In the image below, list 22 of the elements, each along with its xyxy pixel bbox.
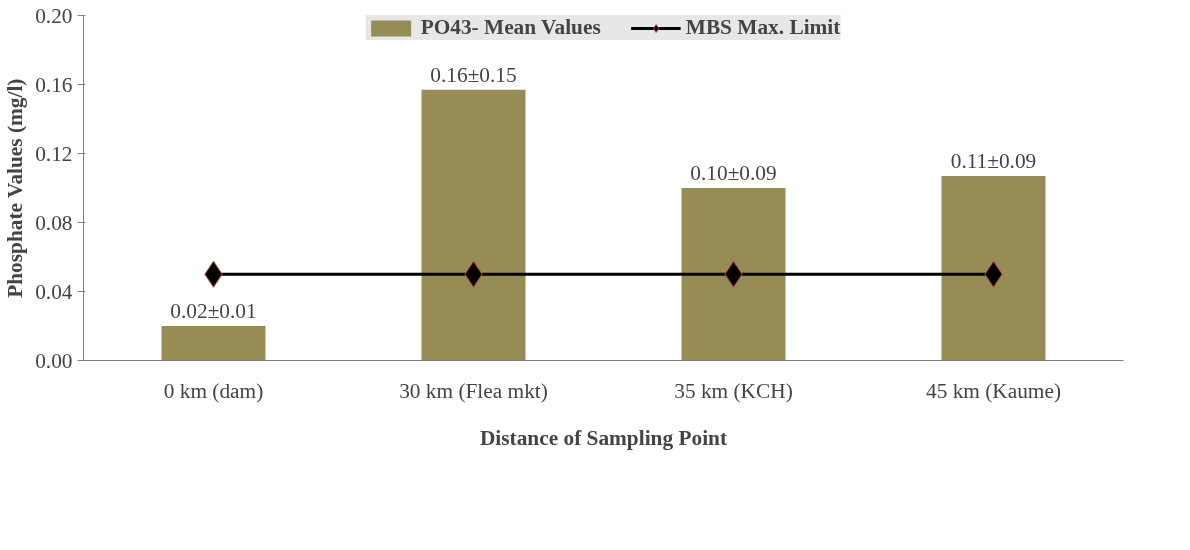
y-tick-label: 0.16 <box>35 72 73 97</box>
y-tick-label: 0.08 <box>35 210 73 235</box>
y-tick-label: 0.20 <box>35 3 73 28</box>
legend-label: PO43- Mean Values <box>420 15 601 40</box>
bar <box>421 89 526 361</box>
y-axis-title: Phosphate Values (mg/l) <box>3 78 28 298</box>
x-tick-label: 0 km (dam) <box>163 378 264 403</box>
data-label: 0.02±0.01 <box>170 299 257 323</box>
y-tick-label: 0.00 <box>35 348 73 373</box>
bar <box>941 175 1046 361</box>
data-label: 0.11±0.09 <box>950 148 1037 173</box>
x-tick-label: 35 km (KCH) <box>674 378 793 403</box>
data-label: 0.16±0.15 <box>430 62 517 87</box>
bar <box>681 188 786 361</box>
x-tick-label: 30 km (Flea mkt) <box>399 378 548 403</box>
y-tick-label: 0.12 <box>35 141 73 166</box>
data-label: 0.10±0.09 <box>690 161 777 185</box>
legend-label: MBS Max. Limit <box>685 15 841 40</box>
x-axis-title: Distance of Sampling Point <box>479 425 728 450</box>
y-tick-label: 0.04 <box>35 279 73 304</box>
x-tick-label: 45 km (Kaume) <box>925 378 1062 403</box>
bar <box>161 326 266 361</box>
